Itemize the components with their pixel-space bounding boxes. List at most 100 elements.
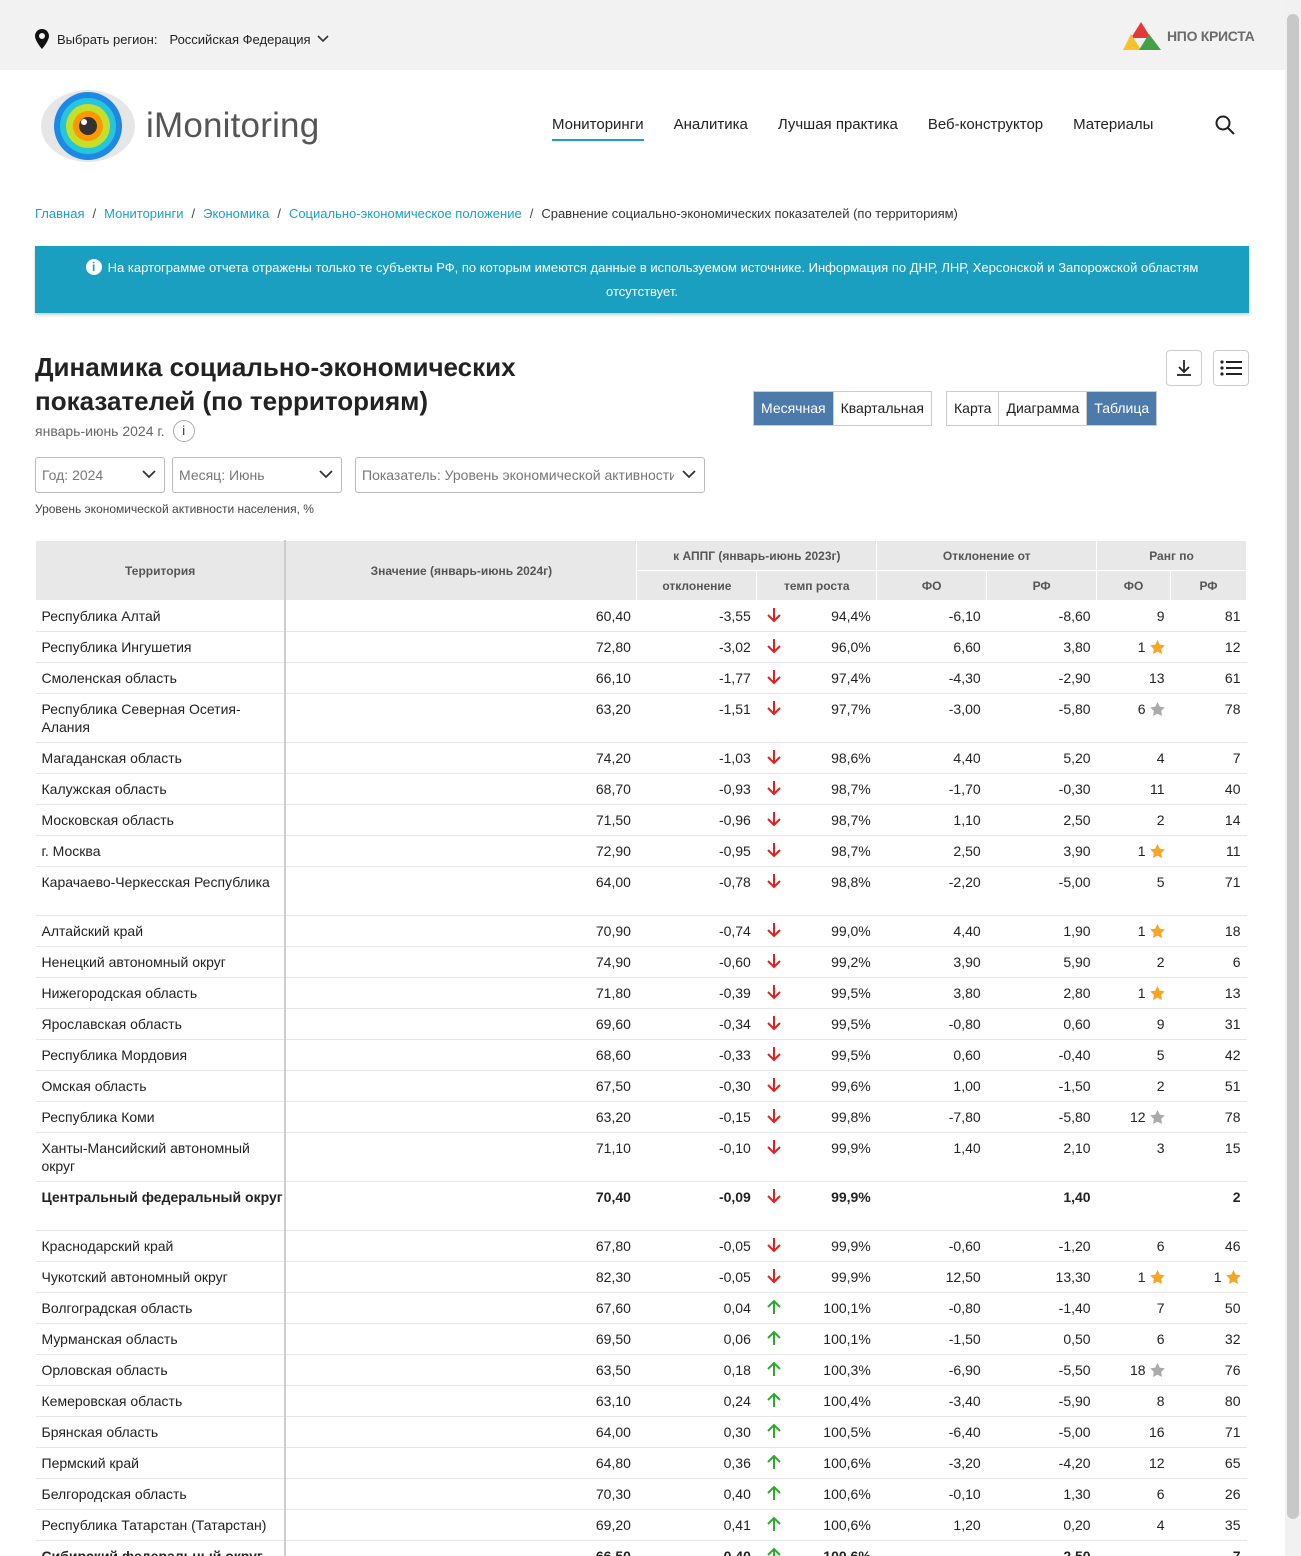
cell-territory[interactable]: Алтайский край — [35, 915, 287, 947]
table-row[interactable]: Краснодарский край 67,80 -0,05 99,9% -0,60 -1… — [35, 1230, 1247, 1262]
search-icon[interactable] — [1215, 115, 1235, 135]
cell-territory[interactable]: Республика Мордовия — [35, 1039, 287, 1071]
cell-territory[interactable]: Брянская область — [35, 1416, 287, 1448]
table-row[interactable]: Ханты-Мансийский автономный округ 71,10 -0… — [35, 1132, 1247, 1182]
cell-territory[interactable]: Ханты-Мансийский автономный округ — [35, 1132, 287, 1182]
table-row[interactable]: Республика Северная Осетия-Алания 63,20 -1… — [35, 693, 1247, 743]
header-appg-deviation[interactable]: отклонение — [636, 570, 758, 601]
cell-territory[interactable]: Кемеровская область — [35, 1385, 287, 1417]
indicator-select[interactable]: Показатель: Уровень экономической активн… — [355, 457, 705, 493]
cell-territory[interactable]: Белгородская область — [35, 1478, 287, 1510]
cell-territory[interactable]: Московская область — [35, 804, 287, 836]
header-value[interactable]: Значение (январь-июнь 2024г) — [284, 540, 638, 601]
partner-logo-text: НПО КРИСТА — [1167, 28, 1255, 44]
table-row[interactable]: Мурманская область 69,50 0,06 100,1% -1,50 0,… — [35, 1323, 1247, 1355]
cell-territory[interactable]: Мурманская область — [35, 1323, 287, 1355]
cell-rank-rf: 65 — [1170, 1447, 1247, 1479]
cell-territory[interactable]: Республика Татарстан (Татарстан) — [35, 1509, 287, 1541]
table-row[interactable]: Ярославская область 69,60 -0,34 99,5% -0,80 0… — [35, 1008, 1247, 1040]
table-row[interactable]: Омская область 67,50 -0,30 99,6% 1,00 -1,50 2 5… — [35, 1070, 1247, 1102]
cell-territory[interactable]: Нижегородская область — [35, 977, 287, 1009]
list-view-button[interactable] — [1213, 350, 1249, 386]
table-row[interactable]: Орловская область 63,50 0,18 100,3% -6,90 -5,… — [35, 1354, 1247, 1386]
cell-territory[interactable]: Смоленская область — [35, 662, 287, 694]
table-row[interactable]: Республика Алтай 60,40 -3,55 94,4% -6,10 -8,6… — [35, 600, 1247, 632]
nav-item-analytics[interactable]: Аналитика — [673, 116, 748, 133]
periodicity-monthly[interactable]: Месячная — [754, 392, 833, 425]
header-territory[interactable]: Территория — [35, 540, 287, 601]
view-map[interactable]: Карта — [947, 392, 999, 425]
table-row[interactable]: Сибирский федеральный округ 66,50 0,40 100,… — [35, 1540, 1247, 1556]
cell-territory[interactable]: Омская область — [35, 1070, 287, 1102]
cell-territory[interactable]: г. Москва — [35, 835, 287, 867]
breadcrumb-socioeconomic[interactable]: Социально-экономическое положение — [288, 206, 522, 221]
table-row[interactable]: Алтайский край 70,90 -0,74 99,0% 4,40 1,90 1 18 — [35, 915, 1247, 947]
region-value[interactable]: Российская Федерация — [169, 31, 311, 47]
page-scrollbar[interactable] — [1285, 0, 1301, 1556]
table-row[interactable]: Центральный федеральный округ 70,40 -0,09 9… — [35, 1181, 1247, 1231]
cell-territory[interactable]: Краснодарский край — [35, 1230, 287, 1262]
site-logo[interactable]: iMonitoring — [40, 88, 319, 164]
month-select[interactable]: Месяц: Июнь — [172, 457, 342, 493]
view-chart[interactable]: Диаграмма — [998, 392, 1087, 425]
cell-territory[interactable]: Магаданская область — [35, 742, 287, 774]
nav-item-monitoring[interactable]: Мониторинги — [552, 116, 644, 141]
breadcrumb-economy[interactable]: Экономика — [203, 206, 270, 221]
table-row[interactable]: Республика Татарстан (Татарстан) 69,20 0,4… — [35, 1509, 1247, 1541]
breadcrumb-home[interactable]: Главная — [35, 206, 85, 221]
table-row[interactable]: Республика Ингушетия 72,80 -3,02 96,0% 6,60 3… — [35, 631, 1247, 663]
region-selector[interactable]: Выбрать регион: Российская Федерация — [35, 29, 329, 49]
table-row[interactable]: Волгоградская область 67,60 0,04 100,1% -0,8… — [35, 1292, 1247, 1324]
periodicity-quarterly[interactable]: Квартальная — [832, 392, 931, 425]
cell-territory[interactable]: Ярославская область — [35, 1008, 287, 1040]
table-row[interactable]: Республика Коми 63,20 -0,15 99,8% -7,80 -5,80… — [35, 1101, 1247, 1133]
table-row[interactable]: Ненецкий автономный округ 74,90 -0,60 99,2%… — [35, 946, 1247, 978]
partner-logo[interactable]: НПО КРИСТА — [1123, 20, 1255, 52]
header-dev-rf[interactable]: РФ — [986, 570, 1098, 601]
breadcrumb-monitoring[interactable]: Мониторинги — [104, 206, 184, 221]
table-row[interactable]: Чукотский автономный округ 82,30 -0,05 99,9… — [35, 1261, 1247, 1293]
download-button[interactable] — [1166, 350, 1202, 386]
year-select[interactable]: Год: 2024 — [35, 457, 165, 493]
cell-territory[interactable]: Орловская область — [35, 1354, 287, 1386]
cell-value: 67,80 — [285, 1230, 637, 1262]
header-dev-fo[interactable]: ФО — [876, 570, 988, 601]
table-row[interactable]: Смоленская область 66,10 -1,77 97,4% -4,30 -2… — [35, 662, 1247, 694]
table-row[interactable]: г. Москва 72,90 -0,95 98,7% 2,50 3,90 1 11 — [35, 835, 1247, 867]
nav-item-web-constructor[interactable]: Веб-конструктор — [927, 116, 1044, 133]
table-row[interactable]: Московская область 71,50 -0,96 98,7% 1,10 2,5… — [35, 804, 1247, 836]
cell-appg-rate: 99,6% — [756, 1070, 877, 1102]
cell-dev-rf: 2,50 — [986, 1540, 1097, 1556]
nav-item-best-practice[interactable]: Лучшая практика — [777, 116, 898, 133]
cell-territory[interactable]: Сибирский федеральный округ — [35, 1540, 287, 1556]
cell-territory[interactable]: Карачаево-Черкесская Республика — [35, 866, 287, 916]
table-row[interactable]: Пермский край 64,80 0,36 100,6% -3,20 -4,20 12… — [35, 1447, 1247, 1479]
cell-territory[interactable]: Волгоградская область — [35, 1292, 287, 1324]
table-row[interactable]: Республика Мордовия 68,60 -0,33 99,5% 0,60 -0… — [35, 1039, 1247, 1071]
cell-territory[interactable]: Чукотский автономный округ — [35, 1261, 287, 1293]
cell-territory[interactable]: Республика Коми — [35, 1101, 287, 1133]
header-appg-rate[interactable]: темп роста — [756, 570, 878, 601]
cell-territory[interactable]: Республика Алтай — [35, 600, 287, 632]
cell-rank-rf: 1 — [1170, 1261, 1247, 1293]
view-table[interactable]: Таблица — [1086, 392, 1157, 425]
cell-territory[interactable]: Пермский край — [35, 1447, 287, 1479]
period-info-button[interactable]: i — [172, 420, 195, 442]
header-rank-rf[interactable]: РФ — [1170, 570, 1247, 601]
cell-territory[interactable]: Республика Северная Осетия-Алания — [35, 693, 287, 743]
nav-item-materials[interactable]: Материалы — [1073, 116, 1154, 133]
table-row[interactable]: Магаданская область 74,20 -1,03 98,6% 4,40 5,… — [35, 742, 1247, 774]
table-row[interactable]: Калужская область 68,70 -0,93 98,7% -1,70 -0,… — [35, 773, 1247, 805]
table-row[interactable]: Нижегородская область 71,80 -0,39 99,5% 3,80… — [35, 977, 1247, 1009]
table-row[interactable]: Брянская область 64,00 0,30 100,5% -6,40 -5,0… — [35, 1416, 1247, 1448]
scrollbar-thumb[interactable] — [1287, 14, 1299, 1519]
header-rank-fo[interactable]: ФО — [1096, 570, 1172, 601]
cell-territory[interactable]: Ненецкий автономный округ — [35, 946, 287, 978]
cell-territory[interactable]: Центральный федеральный округ — [35, 1181, 287, 1231]
table-row[interactable]: Карачаево-Черкесская Республика 64,00 -0,7… — [35, 866, 1247, 916]
cell-territory[interactable]: Калужская область — [35, 773, 287, 805]
cell-dev-rf: -5,50 — [986, 1354, 1097, 1386]
table-row[interactable]: Кемеровская область 63,10 0,24 100,4% -3,40-… — [35, 1385, 1247, 1417]
cell-territory[interactable]: Республика Ингушетия — [35, 631, 287, 663]
table-row[interactable]: Белгородская область 70,30 0,40 100,6% -0,10… — [35, 1478, 1247, 1510]
